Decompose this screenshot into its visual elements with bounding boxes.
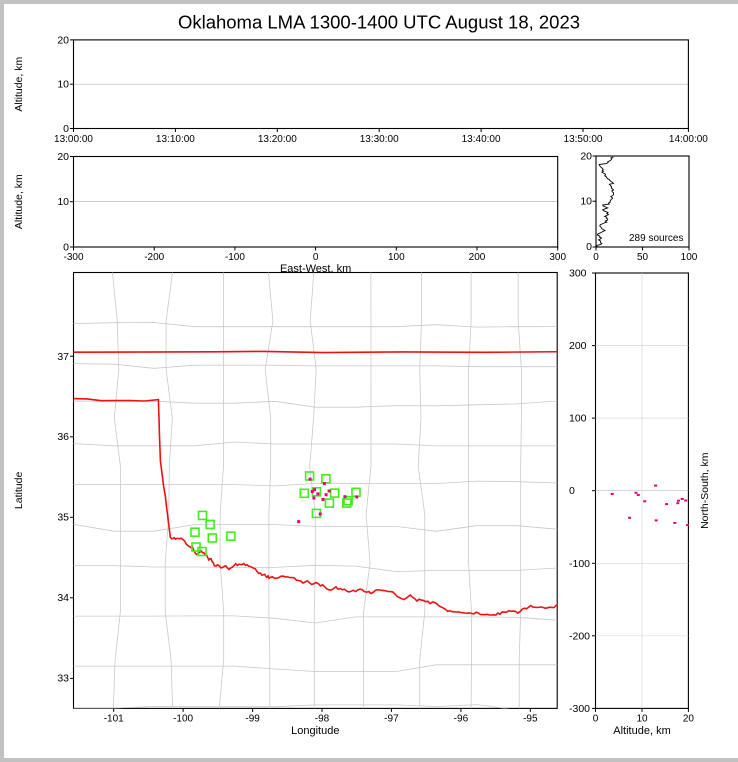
svg-text:0: 0 [313, 252, 319, 263]
svg-text:-101: -101 [104, 714, 124, 725]
svg-text:20: 20 [580, 151, 592, 163]
svg-text:Longitude: Longitude [291, 725, 339, 737]
svg-text:13:40:00: 13:40:00 [462, 134, 501, 145]
svg-text:13:50:00: 13:50:00 [564, 134, 603, 145]
svg-text:20: 20 [57, 151, 69, 163]
svg-text:-100: -100 [173, 714, 193, 725]
svg-text:North-South, km: North-South, km [699, 452, 711, 529]
svg-text:0: 0 [586, 241, 592, 253]
svg-text:Altitude, km: Altitude, km [13, 57, 25, 112]
svg-text:-300: -300 [569, 703, 590, 715]
svg-text:-98: -98 [315, 714, 330, 725]
svg-text:20: 20 [57, 35, 69, 47]
svg-text:-96: -96 [454, 714, 469, 725]
svg-text:13:10:00: 13:10:00 [156, 134, 195, 145]
svg-text:-200: -200 [144, 252, 164, 263]
svg-text:13:00:00: 13:00:00 [54, 134, 93, 145]
svg-text:14:00:00: 14:00:00 [669, 134, 708, 145]
svg-text:Altitude, km: Altitude, km [13, 174, 25, 229]
svg-text:0: 0 [593, 714, 599, 725]
svg-text:-100: -100 [569, 558, 590, 570]
svg-text:35: 35 [57, 512, 69, 524]
svg-text:-95: -95 [523, 714, 538, 725]
svg-text:34: 34 [57, 592, 69, 604]
svg-text:Altitude, km: Altitude, km [613, 725, 670, 737]
svg-text:37: 37 [57, 351, 69, 363]
svg-text:Oklahoma LMA 1300-1400 UTC Aug: Oklahoma LMA 1300-1400 UTC August 18, 20… [178, 12, 580, 33]
svg-text:200: 200 [569, 340, 587, 352]
svg-text:10: 10 [580, 196, 592, 208]
svg-text:10: 10 [57, 196, 69, 208]
svg-text:36: 36 [57, 431, 69, 443]
svg-text:100: 100 [681, 252, 698, 263]
svg-text:-99: -99 [245, 714, 260, 725]
svg-text:200: 200 [469, 252, 486, 263]
svg-text:Latitude: Latitude [13, 472, 25, 510]
svg-text:300: 300 [549, 252, 566, 263]
svg-text:-200: -200 [569, 630, 590, 642]
svg-text:-300: -300 [63, 252, 83, 263]
svg-text:-100: -100 [225, 252, 245, 263]
svg-text:289 sources: 289 sources [629, 233, 683, 244]
svg-text:50: 50 [637, 252, 649, 263]
svg-text:-97: -97 [384, 714, 399, 725]
svg-text:20: 20 [683, 714, 695, 725]
svg-text:33: 33 [57, 673, 69, 685]
svg-text:13:30:00: 13:30:00 [360, 134, 399, 145]
svg-text:0: 0 [593, 252, 599, 263]
svg-text:100: 100 [388, 252, 405, 263]
svg-text:100: 100 [569, 413, 587, 425]
svg-text:13:20:00: 13:20:00 [258, 134, 297, 145]
svg-text:0: 0 [569, 485, 575, 497]
svg-text:10: 10 [636, 714, 648, 725]
svg-text:10: 10 [57, 79, 69, 91]
svg-text:300: 300 [569, 268, 587, 280]
